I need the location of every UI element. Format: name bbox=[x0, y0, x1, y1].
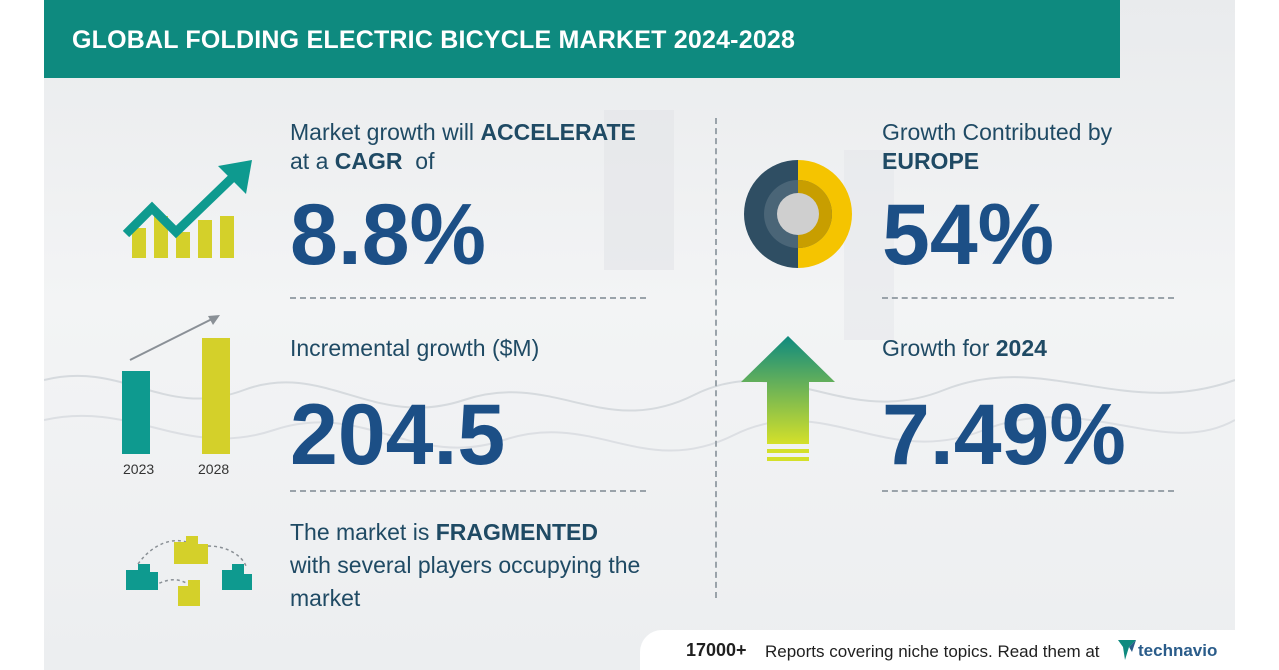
accelerate-emphasis: ACCELERATE bbox=[480, 119, 636, 145]
year-growth-year: 2024 bbox=[995, 335, 1047, 361]
background-panel bbox=[44, 0, 1235, 670]
growth-chart-icon bbox=[122, 160, 252, 258]
divider-left-2 bbox=[290, 490, 646, 492]
fragmented-emphasis: FRAGMENTED bbox=[435, 519, 598, 545]
cagr-prefix: at a bbox=[290, 148, 335, 174]
cagr-lead-line-1: Market growth will ACCELERATE bbox=[290, 119, 636, 146]
footer-bar bbox=[640, 630, 1235, 670]
report-count: 17000+ bbox=[686, 640, 747, 660]
incremental-label: Incremental growth ($M) bbox=[290, 335, 540, 361]
cagr-value: 8.8% bbox=[290, 187, 487, 283]
year-growth-prefix: Growth for bbox=[882, 335, 996, 361]
cagr-lead-line-2: at a CAGR of bbox=[290, 148, 434, 175]
bar-label-2028: 2028 bbox=[198, 461, 230, 477]
year-growth-value: 7.49% bbox=[882, 387, 1126, 483]
divider-left-1 bbox=[290, 297, 646, 299]
technavio-logo-icon bbox=[1118, 640, 1136, 660]
page-title: GLOBAL FOLDING ELECTRIC BICYCLE MARKET 2… bbox=[72, 26, 796, 54]
column-divider bbox=[715, 118, 717, 598]
divider-right-1 bbox=[882, 297, 1174, 299]
region-label: Growth Contributed by bbox=[882, 119, 1113, 145]
region-name: EUROPE bbox=[882, 148, 980, 174]
incremental-value: 204.5 bbox=[290, 387, 506, 483]
cagr-emphasis: CAGR bbox=[334, 148, 403, 174]
market-line-3: market bbox=[290, 585, 361, 611]
market-prefix: The market is bbox=[290, 519, 436, 545]
cagr-suffix: of bbox=[402, 148, 435, 174]
donut-icon bbox=[744, 160, 852, 268]
cagr-lead-text: Market growth will bbox=[290, 119, 481, 145]
up-arrow-icon bbox=[741, 336, 835, 461]
market-line-2: with several players occupying the bbox=[290, 552, 641, 578]
fragmented-buildings-icon bbox=[126, 536, 252, 606]
banner-fold-corner bbox=[1080, 42, 1120, 78]
region-value: 54% bbox=[882, 187, 1055, 283]
bar-label-2023: 2023 bbox=[123, 461, 155, 477]
year-growth-label: Growth for 2024 bbox=[882, 335, 1047, 362]
market-line-1: The market is FRAGMENTED bbox=[290, 519, 598, 546]
footer-text: Reports covering niche topics. Read them… bbox=[765, 642, 1100, 661]
background-decoration bbox=[44, 110, 1235, 452]
title-banner bbox=[44, 0, 1120, 78]
bar-comparison-icon bbox=[122, 315, 230, 454]
brand-name[interactable]: technavio bbox=[1138, 641, 1218, 660]
divider-right-2 bbox=[882, 490, 1174, 492]
